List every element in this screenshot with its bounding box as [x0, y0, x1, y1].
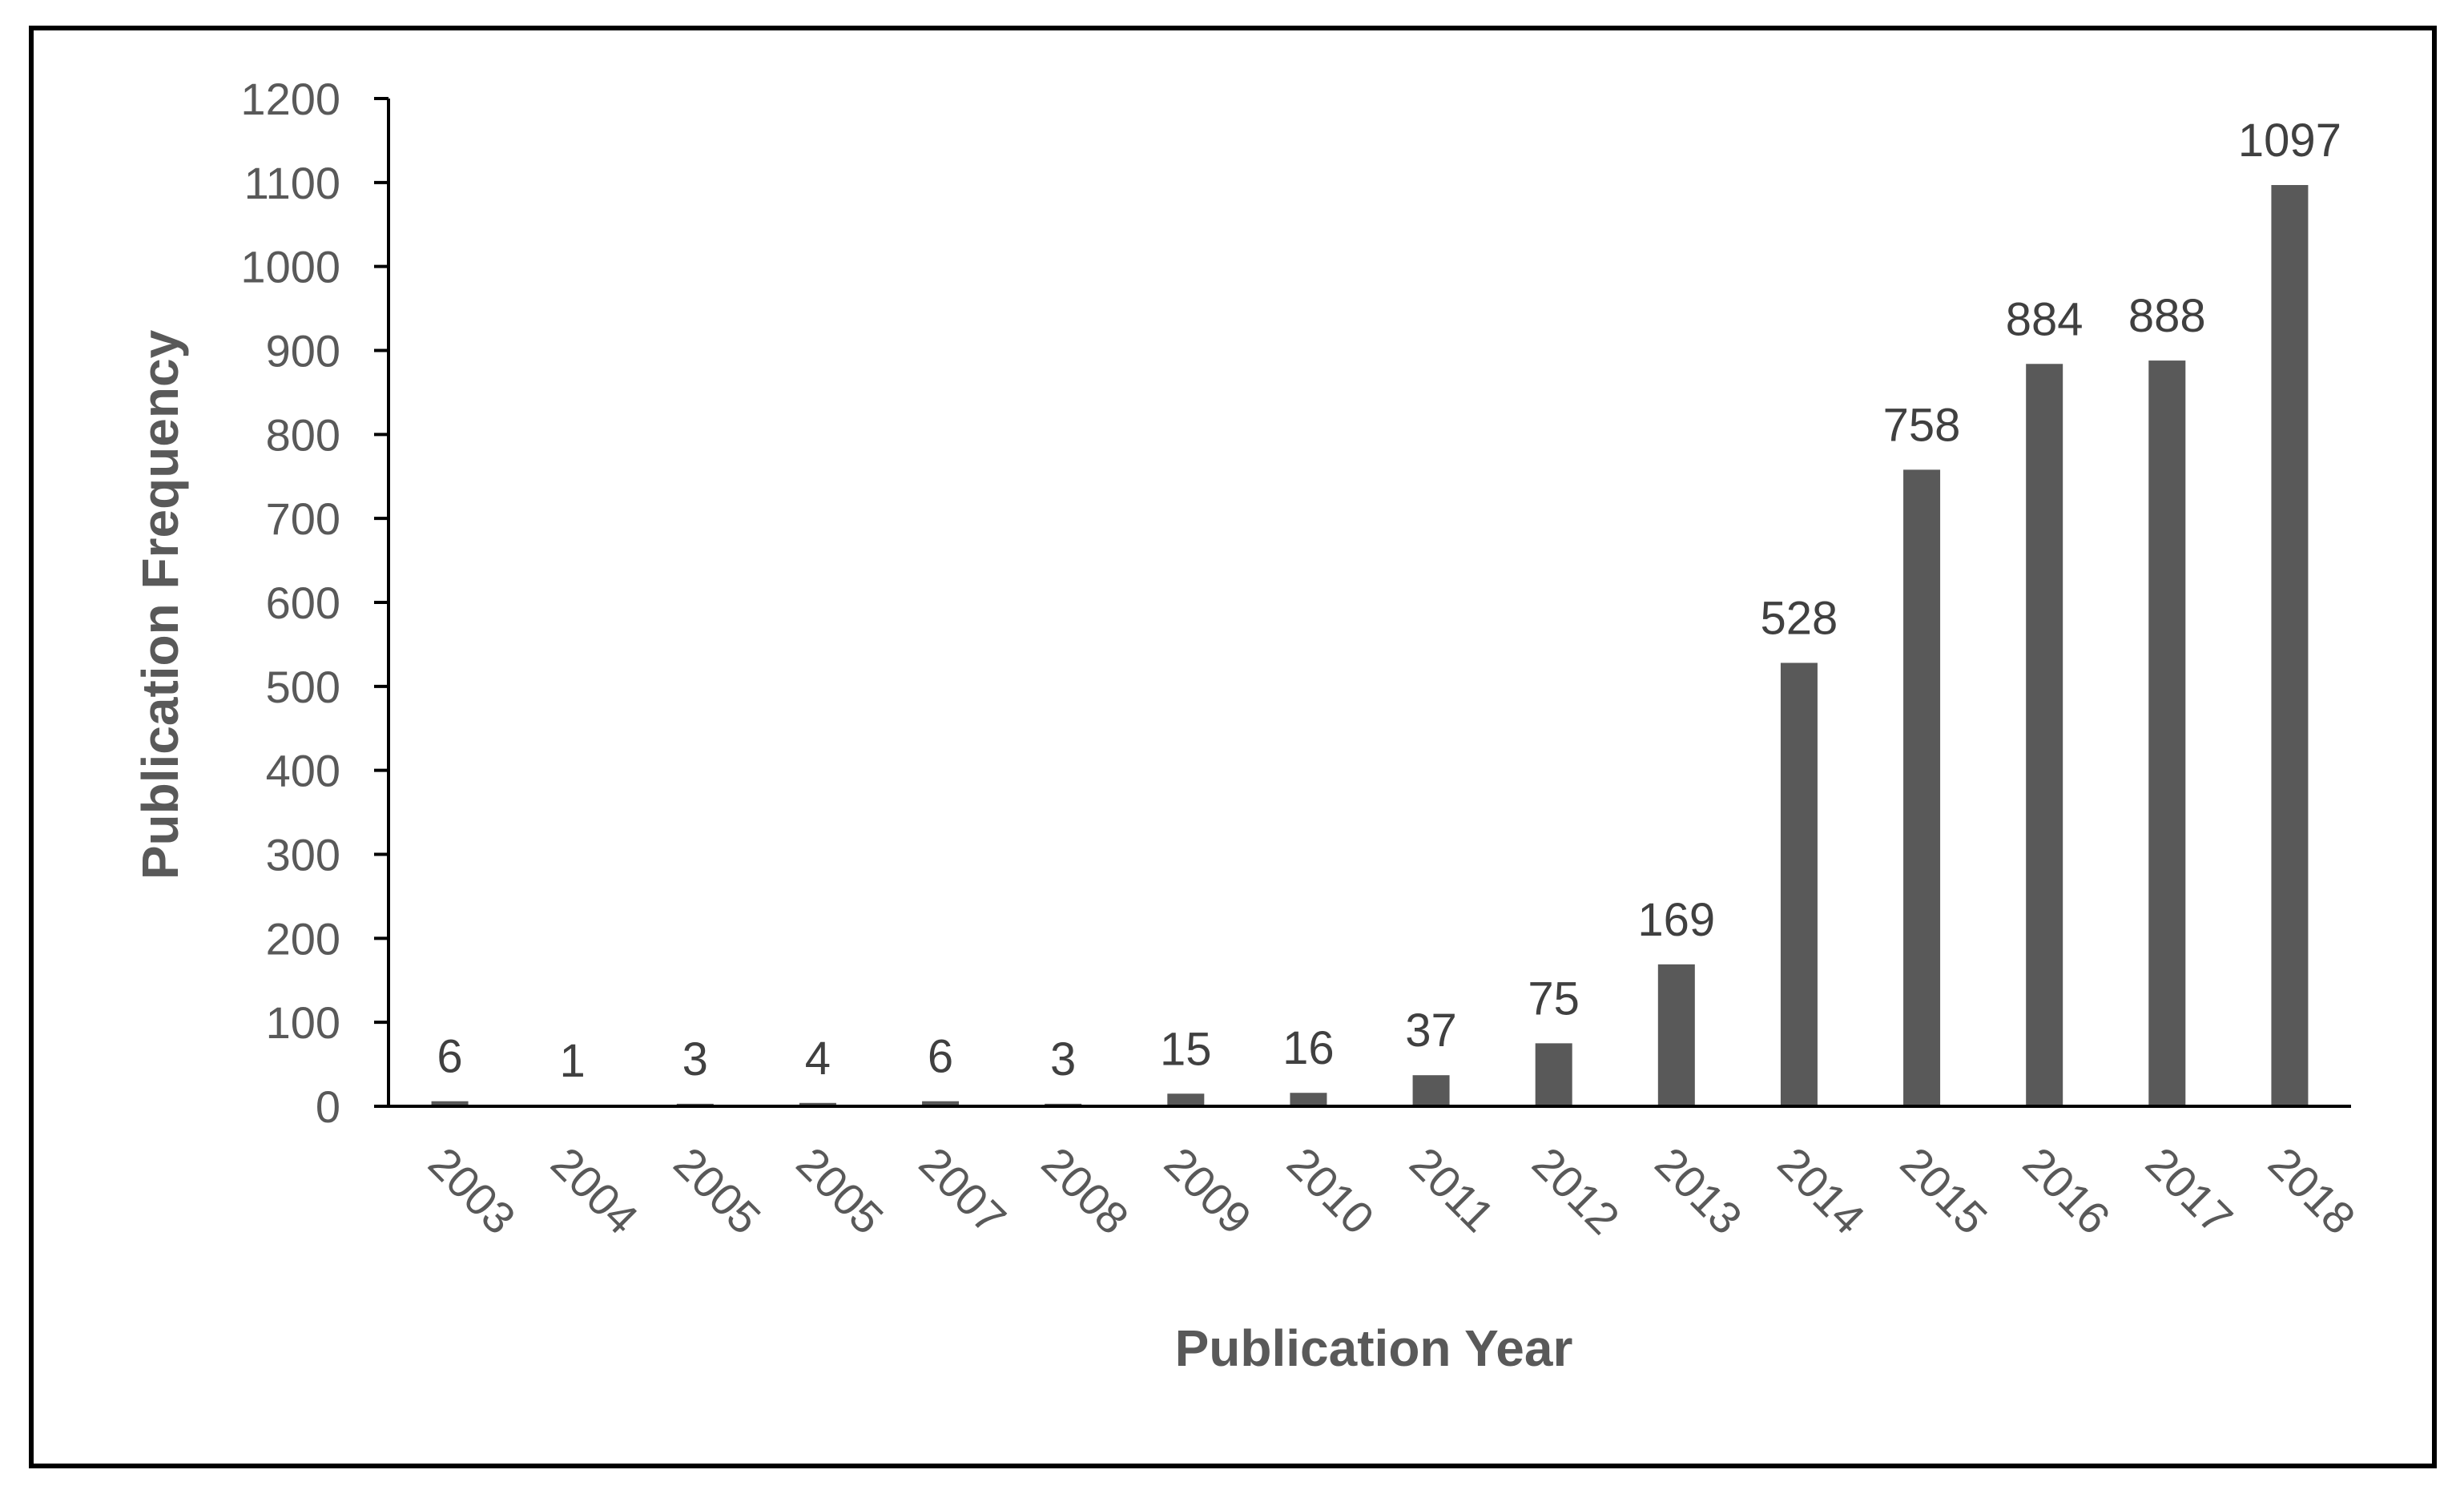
x-tick-label: 2003	[419, 1138, 525, 1244]
bar-2005	[799, 1102, 836, 1106]
x-tick-label: 2004	[542, 1138, 648, 1244]
x-tick-label: 2013	[1645, 1138, 1752, 1244]
data-label: 6	[437, 1031, 462, 1083]
x-tick-label: 2015	[1891, 1138, 1998, 1244]
data-label: 884	[2006, 293, 2084, 345]
y-tick-label: 400	[266, 746, 340, 796]
x-axis-ticks: 2003 2004 2005 2005 2007 2008 2009 2010 2011 2012…	[419, 1138, 2365, 1244]
y-tick-label: 300	[266, 830, 340, 880]
bar-2010	[1290, 1093, 1327, 1106]
x-tick-label: 2010	[1278, 1138, 1384, 1244]
x-tick-label: 2011	[1400, 1138, 1504, 1242]
y-tick-label: 200	[266, 913, 340, 964]
x-tick-label: 2016	[2014, 1138, 2120, 1244]
x-tick-label: 2014	[1768, 1138, 1874, 1244]
data-label: 37	[1405, 1005, 1457, 1057]
bars	[431, 184, 2309, 1107]
data-label: 6	[928, 1031, 953, 1083]
y-tick-label: 500	[266, 662, 340, 712]
x-tick-label: 2018	[2259, 1138, 2365, 1244]
y-tick-label: 100	[266, 997, 340, 1048]
x-tick-label: 2009	[1155, 1138, 1262, 1244]
data-label: 15	[1160, 1023, 1212, 1075]
x-tick-label: 2017	[2136, 1138, 2243, 1244]
data-label: 528	[1761, 592, 1838, 644]
bar-2014	[1780, 662, 1818, 1106]
x-tick-label: 2005	[664, 1138, 771, 1244]
data-label: 169	[1637, 894, 1715, 946]
y-tick-label: 800	[266, 409, 340, 460]
data-label: 1097	[2238, 115, 2341, 167]
y-tick-label: 900	[266, 326, 340, 377]
y-axis-ticks: 0 100 200 300 400 500 600 700 800 900 1000 1100 1200	[240, 74, 389, 1132]
bar-2011	[1412, 1075, 1450, 1106]
x-tick-label: 2012	[1523, 1138, 1629, 1244]
bar-2003	[431, 1101, 469, 1106]
bar-2018	[2271, 184, 2309, 1107]
y-tick-label: 1100	[244, 158, 340, 208]
x-axis-title: Publication Year	[1175, 1319, 1573, 1377]
y-tick-label: 600	[266, 578, 340, 628]
y-tick-label: 1200	[240, 74, 340, 124]
y-tick-label: 0	[316, 1081, 340, 1132]
bar-2016	[2026, 364, 2063, 1107]
y-tick-label: 700	[266, 493, 340, 544]
bar-2013	[1657, 964, 1695, 1106]
data-label: 16	[1282, 1022, 1335, 1074]
data-label: 3	[1050, 1033, 1076, 1085]
data-label: 3	[682, 1033, 708, 1085]
data-label: 888	[2128, 290, 2206, 342]
bar-2009	[1167, 1093, 1205, 1106]
bar-2017	[2148, 360, 2186, 1107]
bar-2012	[1535, 1043, 1572, 1106]
x-tick-label: 2005	[787, 1138, 893, 1244]
y-axis-title: Publication Frequency	[131, 329, 189, 880]
data-label: 4	[805, 1033, 831, 1085]
bar-2015	[1903, 469, 1941, 1106]
x-tick-label: 2007	[910, 1138, 1017, 1244]
data-labels: 6 1 3 4 6 3 15 16 37 75 169 528 758 884 888 1097	[437, 115, 2341, 1087]
data-label: 75	[1528, 972, 1580, 1025]
x-tick-label: 2008	[1033, 1138, 1139, 1244]
data-label: 758	[1883, 399, 1961, 451]
data-label: 1	[560, 1035, 586, 1087]
bar-2007	[922, 1101, 960, 1106]
y-tick-label: 1000	[240, 242, 340, 292]
